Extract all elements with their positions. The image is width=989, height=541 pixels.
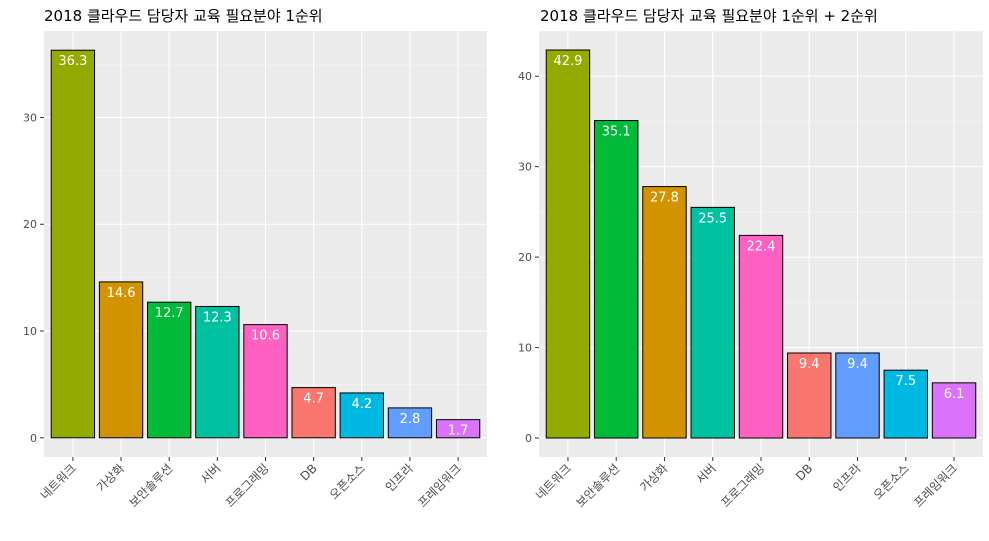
bar-8 bbox=[387, 407, 433, 439]
y-tick-label: 20 bbox=[518, 251, 532, 264]
data-label: 42.9 bbox=[553, 54, 582, 69]
x-category-label: 서버 bbox=[198, 461, 224, 487]
x-category-label: 가상화 bbox=[637, 461, 670, 494]
x-category-label: DB bbox=[793, 461, 815, 483]
y-tick-label: 40 bbox=[518, 70, 532, 83]
bar-3 bbox=[147, 301, 192, 439]
data-label: 7.5 bbox=[895, 374, 916, 389]
data-label: 36.3 bbox=[58, 54, 87, 69]
chart-title-left: 2018 클라우드 담당자 교육 필요분야 1순위 bbox=[44, 7, 323, 25]
bar-chart-left: 0 10 20 30 36.3 네트워크 14.6 가상화 12.7 보안솔루션 12.3 서버 10.… bbox=[23, 31, 487, 510]
bar-2 bbox=[98, 281, 144, 439]
bar-chart-right: 0 10 20 30 40 42.9 네트워크 35.1 보안솔루션 27.8 가상화 25.5 서버 2… bbox=[518, 30, 983, 510]
bar-6 bbox=[291, 387, 336, 439]
y-tick-label: 0 bbox=[525, 432, 532, 445]
data-label: 22.4 bbox=[747, 239, 776, 254]
x-category-label: 보안솔루션 bbox=[573, 461, 622, 510]
x-category-label: DB bbox=[298, 461, 320, 483]
y-tick-label: 10 bbox=[23, 325, 37, 338]
y-tick-label: 30 bbox=[23, 111, 37, 124]
bar-4 bbox=[690, 206, 735, 439]
chart-panel-left: 2018 클라우드 담당자 교육 필요분야 1순위 0 10 20 30 36.3 네트워… bbox=[0, 0, 494, 541]
x-category-label: 프레임워크 bbox=[415, 461, 464, 510]
y-tick-label: 20 bbox=[23, 218, 37, 231]
data-label: 25.5 bbox=[698, 211, 727, 226]
data-label: 2.8 bbox=[400, 412, 421, 427]
data-label: 12.7 bbox=[155, 306, 184, 321]
x-category-label: 가상화 bbox=[94, 461, 127, 494]
bar-7 bbox=[339, 392, 384, 439]
data-label: 6.1 bbox=[944, 387, 965, 402]
data-label: 14.6 bbox=[107, 286, 136, 301]
x-category-label: 보안솔루션 bbox=[126, 461, 175, 510]
data-label: 9.4 bbox=[847, 357, 868, 372]
bar-8 bbox=[883, 369, 928, 439]
data-label: 12.3 bbox=[203, 310, 232, 325]
data-label: 10.6 bbox=[251, 329, 280, 344]
bar-5 bbox=[243, 324, 288, 439]
x-category-label: 서버 bbox=[693, 461, 719, 487]
x-category-label: 네트워크 bbox=[533, 461, 574, 502]
bar-6 bbox=[787, 352, 832, 439]
chart-panel-right: 2018 클라우드 담당자 교육 필요분야 1순위 + 2순위 0 10 20 30 4… bbox=[494, 0, 989, 541]
bar-7 bbox=[835, 352, 880, 439]
bar-1 bbox=[545, 49, 591, 439]
data-label: 4.2 bbox=[351, 397, 372, 412]
data-label: 27.8 bbox=[650, 191, 679, 206]
data-label: 35.1 bbox=[602, 125, 631, 140]
x-category-label: 프로그래밍 bbox=[223, 461, 272, 510]
bar-3 bbox=[642, 186, 687, 439]
x-category-label: 프로그래밍 bbox=[718, 461, 767, 510]
x-category-label: 네트워크 bbox=[38, 461, 79, 502]
chart-title-right: 2018 클라우드 담당자 교육 필요분야 1순위 + 2순위 bbox=[540, 7, 878, 25]
x-category-label: 오픈소스 bbox=[871, 461, 912, 502]
bar-4 bbox=[195, 305, 240, 439]
data-label: 4.7 bbox=[303, 392, 324, 407]
x-category-label: 인프라 bbox=[830, 461, 863, 494]
bar-5 bbox=[738, 234, 784, 439]
bar-2 bbox=[594, 120, 639, 439]
x-category-label: 오픈소스 bbox=[327, 461, 368, 502]
y-tick-label: 30 bbox=[518, 161, 532, 174]
data-label: 1.7 bbox=[448, 424, 469, 439]
y-tick-label: 0 bbox=[30, 432, 37, 445]
x-category-label: 인프라 bbox=[383, 461, 416, 494]
bar-1 bbox=[50, 49, 96, 439]
data-label: 9.4 bbox=[799, 357, 820, 372]
bar-9 bbox=[435, 419, 481, 439]
y-tick-label: 10 bbox=[518, 342, 532, 355]
x-category-label: 프레임워크 bbox=[911, 461, 960, 510]
bar-9 bbox=[931, 382, 977, 439]
